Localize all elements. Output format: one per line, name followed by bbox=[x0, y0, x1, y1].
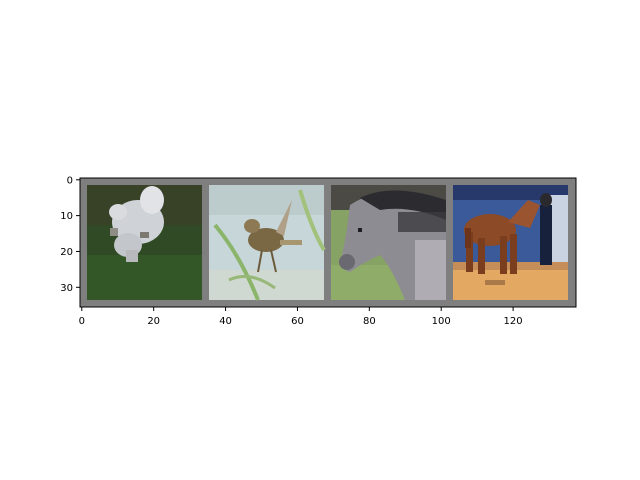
x-axis: 0 20 40 60 80 100 120 bbox=[79, 307, 523, 327]
image-axes: 0 20 40 60 80 100 120 0 10 20 30 bbox=[60, 175, 577, 327]
x-tick-label: 80 bbox=[363, 316, 376, 327]
image-tile-bird bbox=[209, 185, 326, 301]
y-tick-label: 10 bbox=[60, 211, 73, 222]
x-tick-label: 0 bbox=[79, 316, 85, 327]
image-tile-horse-brown bbox=[453, 185, 568, 300]
x-tick-label: 100 bbox=[432, 316, 451, 327]
y-axis: 0 10 20 30 bbox=[60, 175, 80, 294]
x-tick-label: 20 bbox=[147, 316, 160, 327]
y-tick-label: 30 bbox=[60, 283, 73, 294]
image-tile-horse-gray bbox=[331, 185, 446, 300]
y-tick-label: 0 bbox=[67, 175, 73, 186]
axes-frame bbox=[79, 177, 577, 308]
x-tick-label: 120 bbox=[504, 316, 523, 327]
x-tick-label: 60 bbox=[291, 316, 304, 327]
y-tick-label: 20 bbox=[60, 247, 73, 258]
image-tile-dog bbox=[87, 185, 202, 300]
x-tick-label: 40 bbox=[219, 316, 232, 327]
